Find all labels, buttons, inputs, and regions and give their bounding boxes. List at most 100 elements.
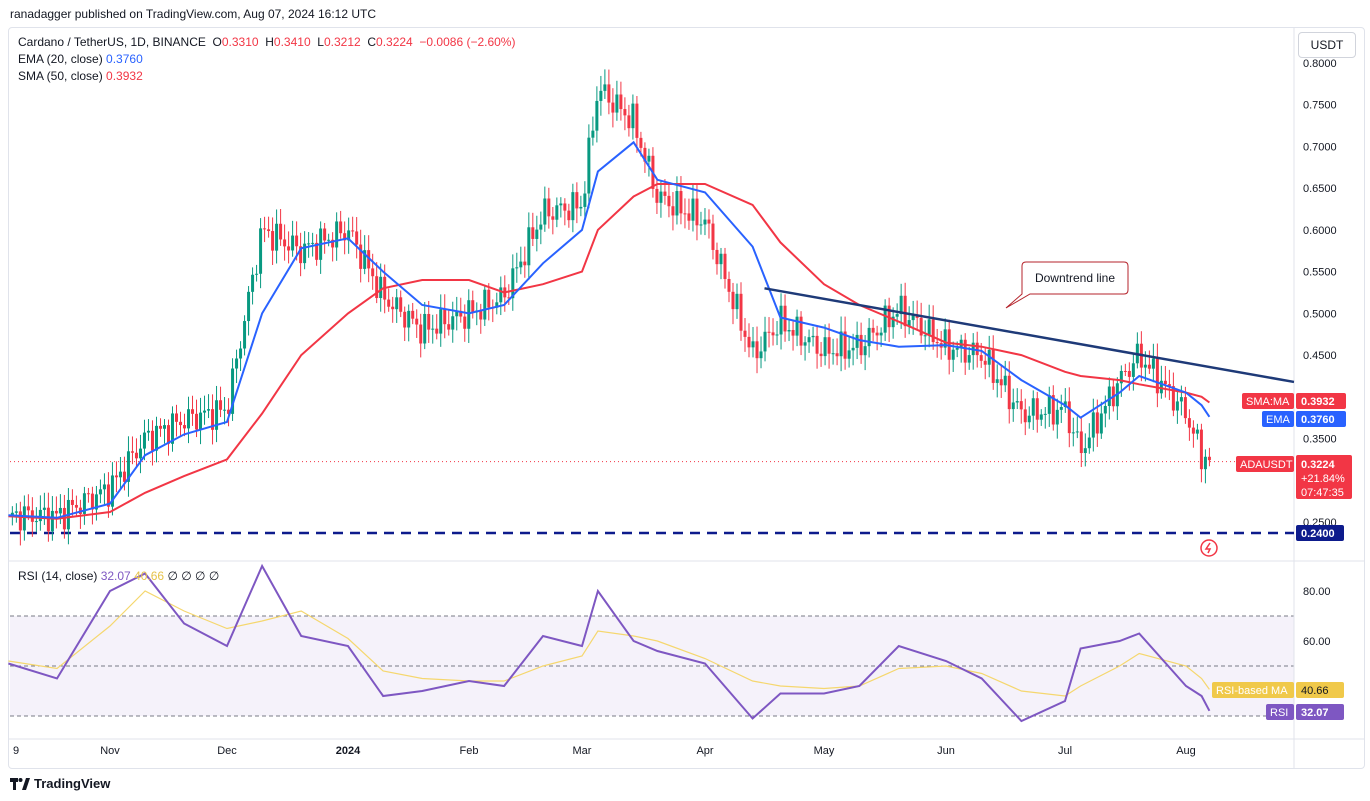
downtrend-line[interactable]	[764, 287, 1295, 384]
candle-body	[891, 316, 895, 328]
candle-body	[1147, 364, 1151, 369]
candle-body	[967, 355, 971, 363]
candle-body	[215, 400, 219, 430]
candle-body	[535, 229, 539, 239]
candle-body	[603, 84, 607, 91]
candle-body	[719, 253, 723, 265]
candle-body	[831, 353, 835, 355]
candle-body	[999, 379, 1003, 386]
candle-body	[219, 400, 223, 410]
rsi-ma-legend-value: 40.66	[134, 569, 165, 583]
candle-body	[351, 230, 355, 232]
currency-button[interactable]: USDT	[1298, 32, 1356, 58]
rsi-ma-tag-bg	[1212, 682, 1294, 698]
candle-body	[1023, 409, 1027, 423]
candle-body	[379, 276, 383, 299]
candle-body	[134, 452, 138, 459]
support-tag-value: 0.2400	[1301, 528, 1335, 540]
candle-body	[1055, 409, 1059, 425]
candle-body	[98, 489, 102, 495]
price-tag-bg	[1236, 456, 1294, 472]
rsi-tick-label: 60.00	[1303, 636, 1331, 648]
candle-body	[979, 355, 983, 361]
candle-body	[715, 249, 719, 265]
candle-body	[199, 412, 203, 430]
candle-body	[963, 339, 967, 363]
candle-body	[1107, 386, 1111, 406]
candle-body	[499, 287, 503, 303]
candle-body	[1079, 431, 1083, 454]
candle-body	[70, 499, 74, 505]
candle-body	[899, 295, 903, 315]
candle-body	[459, 310, 463, 317]
candle-body	[419, 324, 423, 344]
candle-body	[675, 191, 679, 216]
candle-body	[1119, 370, 1123, 384]
candle-body	[903, 295, 907, 327]
rsi-legend[interactable]: RSI (14, close) 32.07 40.66 ∅ ∅ ∅ ∅	[18, 568, 219, 585]
ema-legend[interactable]: EMA (20, close) 0.3760	[18, 51, 143, 68]
ema-line[interactable]	[8, 140, 1211, 519]
candle-body	[295, 235, 299, 247]
candle-body	[911, 315, 915, 321]
candle-body	[118, 471, 122, 478]
candle-body	[1179, 397, 1183, 402]
candle-body	[255, 273, 259, 275]
candle-body	[1159, 380, 1163, 394]
rsi-ma-line[interactable]	[8, 590, 1210, 697]
candle-body	[687, 213, 691, 221]
candle-body	[1143, 364, 1147, 368]
candle-body	[1099, 413, 1103, 434]
candle-body	[303, 243, 307, 264]
candle-body	[567, 210, 571, 221]
candle-body	[1183, 397, 1187, 419]
candle-body	[162, 425, 166, 429]
candle-body	[399, 297, 403, 312]
candle-body	[1131, 363, 1135, 377]
candle-body	[1035, 398, 1039, 420]
price-tag-value: 0.3224	[1301, 459, 1336, 471]
legend-h-label: H	[265, 35, 274, 49]
candle-body	[38, 509, 42, 522]
price-tag-change: +21.84%	[1301, 473, 1345, 485]
sma-line[interactable]	[8, 183, 1210, 520]
candle-body	[375, 276, 379, 299]
time-tick-label: Dec	[217, 745, 237, 757]
legend-c-value: 0.3224	[376, 35, 413, 49]
legend-symbol[interactable]: Cardano / TetherUS, 1D, BINANCE	[18, 35, 206, 49]
candle-body	[907, 320, 911, 327]
candle-body	[42, 507, 46, 510]
candle-body	[166, 425, 170, 444]
candle-body	[875, 332, 879, 336]
candle-body	[531, 227, 535, 239]
candle-body	[110, 475, 114, 507]
alert-icon[interactable]	[1200, 539, 1218, 557]
candle-body	[231, 368, 235, 414]
candle-body	[403, 311, 407, 328]
candle-body	[827, 337, 831, 354]
time-tick-label: May	[814, 745, 835, 757]
candle-body	[235, 358, 239, 369]
candle-body	[271, 231, 275, 251]
rsi-line[interactable]	[8, 563, 1211, 723]
candle-body	[639, 137, 643, 148]
sma-legend[interactable]: SMA (50, close) 0.3932	[18, 68, 143, 85]
sma-legend-value: 0.3932	[106, 69, 143, 83]
candle-body	[635, 103, 639, 138]
rsi-ma-tag-value: 40.66	[1301, 685, 1329, 697]
candle-body	[627, 115, 631, 129]
candle-body	[1103, 405, 1107, 414]
candle-body	[871, 327, 875, 333]
tradingview-logo[interactable]: TradingView	[10, 776, 110, 791]
alert-icon-bolt	[1204, 542, 1212, 554]
candle-body	[863, 346, 867, 356]
price-tag-timer: 07:47:35	[1301, 487, 1344, 499]
candle-body	[1191, 427, 1195, 434]
downtrend-callout[interactable]	[1005, 261, 1129, 309]
candle-body	[427, 313, 431, 330]
rsi-tag-bg	[1266, 704, 1294, 720]
candle-body	[435, 328, 439, 334]
candle-body	[859, 334, 863, 356]
rsi-ma-tag-box	[1296, 682, 1344, 698]
